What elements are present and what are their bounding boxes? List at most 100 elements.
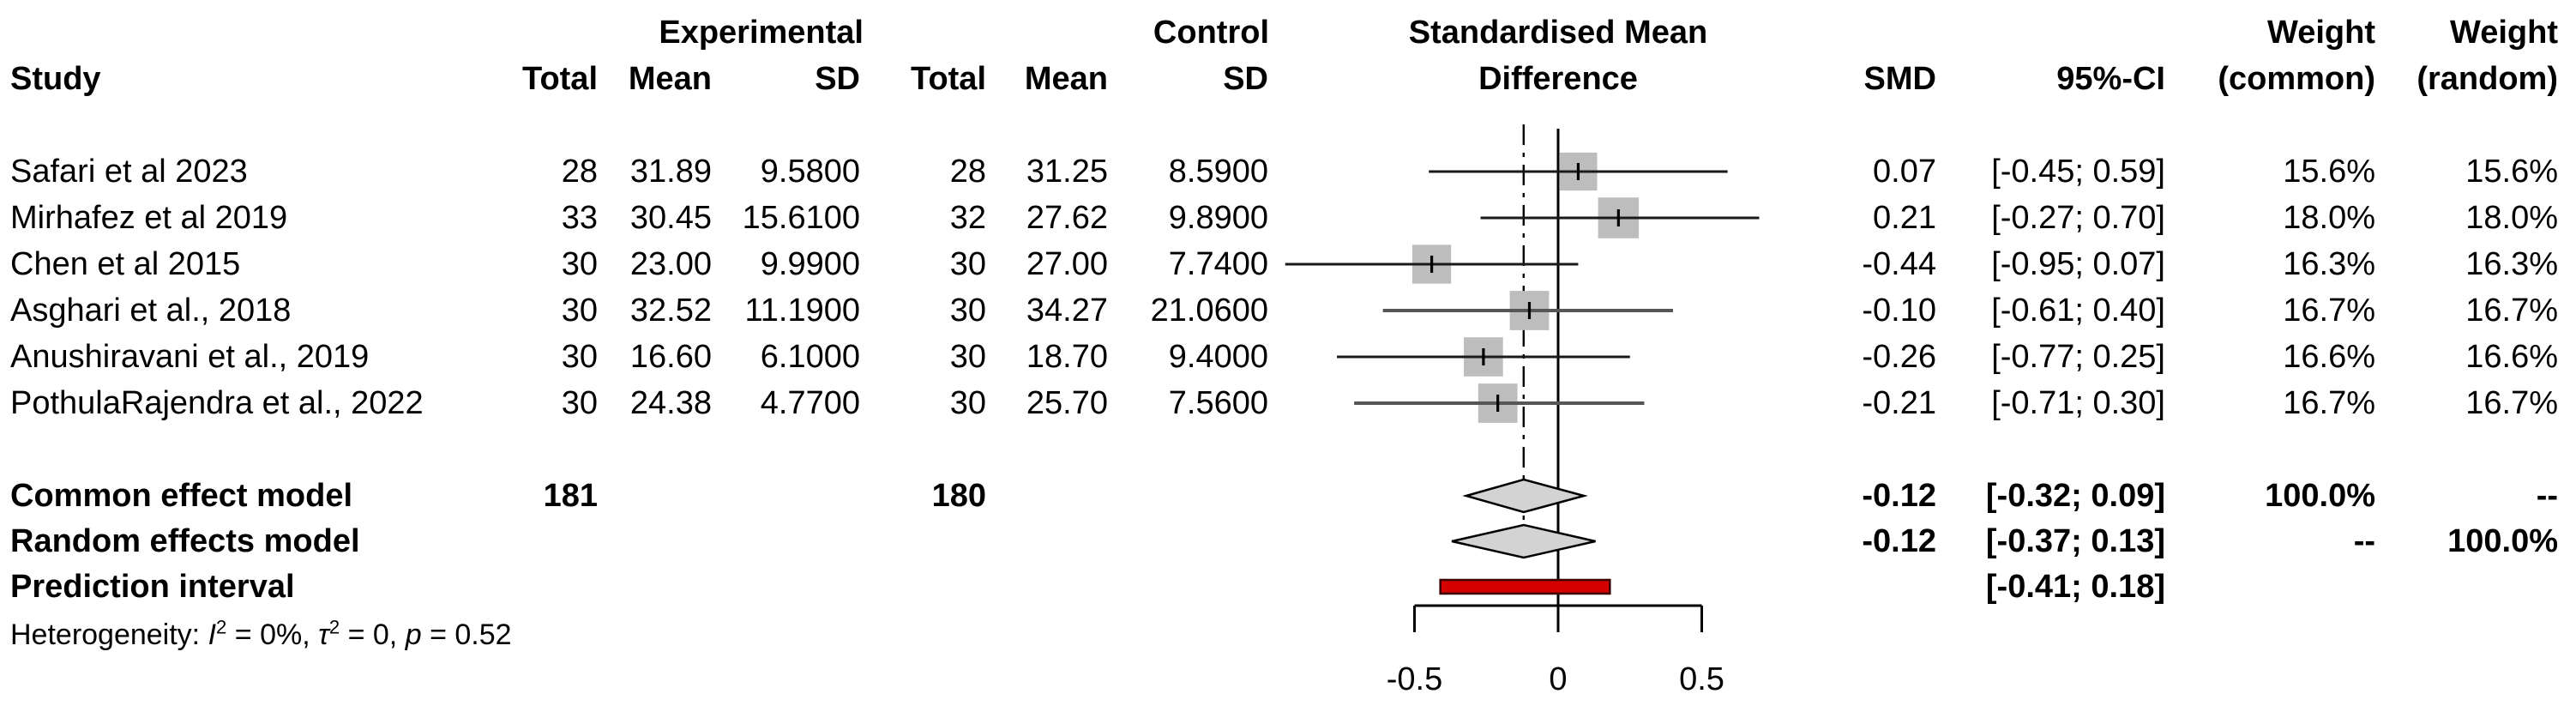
smd-value: -0.44 (1862, 246, 1936, 282)
ctrl-total-value: 30 (949, 246, 986, 282)
weight-common-value: 16.3% (2283, 246, 2375, 282)
header-exp-mean: Mean (628, 61, 712, 97)
ctrl-total-value: 32 (949, 200, 986, 236)
exp-total-value: 30 (561, 385, 598, 421)
weight-common-value: 16.7% (2283, 293, 2375, 329)
smd-value: -0.26 (1862, 339, 1936, 375)
weight-random-value: 16.7% (2465, 385, 2558, 421)
exp-mean-value: 23.00 (629, 246, 712, 282)
ctrl-mean-value: 34.27 (1026, 293, 1108, 329)
exp-mean-value: 32.52 (629, 293, 712, 329)
study-name: Anushiravani et al., 2019 (10, 339, 370, 375)
axis-tick-label: 0 (1549, 661, 1568, 697)
header-ci-col: 95%-CI (2056, 61, 2165, 97)
i-squared-exponent: 2 (216, 616, 227, 638)
exp-mean-value: 16.60 (629, 339, 712, 375)
ctrl-sd-value: 7.5600 (1168, 385, 1268, 421)
ci-value: [-0.71; 0.30] (1991, 385, 2165, 421)
ctrl-total-value: 30 (949, 339, 986, 375)
summary-ci-value: [-0.41; 0.18] (1985, 569, 2165, 605)
ci-value: [-0.95; 0.07] (1991, 246, 2165, 282)
smd-value: -0.21 (1862, 385, 1936, 421)
weight-random-value: 16.6% (2465, 339, 2558, 375)
exp-sd-value: 6.1000 (760, 339, 860, 375)
heterogeneity-seg1: = 0%, (226, 618, 319, 651)
ctrl-total-value: 30 (949, 385, 986, 421)
weight-common-value: 18.0% (2283, 200, 2375, 236)
study-name: Mirhafez et al 2019 (10, 200, 288, 236)
exp-total-value: 30 (561, 339, 598, 375)
weight-random-value: 16.3% (2465, 246, 2558, 282)
exp-total-value: 33 (561, 200, 598, 236)
smd-value: -0.10 (1862, 293, 1936, 329)
summary-weight-random: 100.0% (2447, 523, 2558, 559)
smd-value: 0.07 (1873, 154, 1936, 190)
study-name: PothulaRajendra et al., 2022 (10, 385, 424, 421)
ctrl-sd-value: 21.0600 (1150, 293, 1268, 329)
weight-common-value: 15.6% (2283, 154, 2375, 190)
summary-label: Prediction interval (10, 569, 295, 605)
exp-total-value: 30 (561, 246, 598, 282)
heterogeneity-seg3: = 0.52 (421, 618, 512, 651)
summary-ci-value: [-0.32; 0.09] (1985, 478, 2165, 514)
weight-random-value: 16.7% (2465, 293, 2558, 329)
summary-smd-value: -0.12 (1862, 523, 1936, 559)
prediction-interval-bar (1439, 578, 1611, 595)
exp-sd-value: 9.9900 (760, 246, 860, 282)
tau-squared-exponent: 2 (328, 616, 340, 638)
heterogeneity-note: Heterogeneity: I2 = 0%, τ2 = 0, p = 0.52 (10, 612, 512, 658)
exp-mean-value: 31.89 (629, 154, 712, 190)
summary-label: Common effect model (10, 478, 353, 514)
header-ctrl-mean: Mean (1024, 61, 1108, 97)
ctrl-sd-value: 9.4000 (1168, 339, 1268, 375)
p-symbol: p (405, 618, 422, 651)
summary-smd-value: -0.12 (1862, 478, 1936, 514)
header-ctrl-sd: SD (1223, 61, 1268, 97)
header-weight-random-col: (random) (2417, 61, 2558, 97)
ctrl-sd-value: 9.8900 (1168, 200, 1268, 236)
axis-tick-label: 0.5 (1679, 661, 1724, 697)
exp-sd-value: 4.7700 (760, 385, 860, 421)
ctrl-mean-value: 27.62 (1026, 200, 1108, 236)
ctrl-mean-value: 18.70 (1026, 339, 1108, 375)
ci-value: [-0.61; 0.40] (1991, 293, 2165, 329)
summary-ci-value: [-0.37; 0.13] (1985, 523, 2165, 559)
ctrl-mean-value: 27.00 (1026, 246, 1108, 282)
weight-common-value: 16.6% (2283, 339, 2375, 375)
ctrl-mean-value: 25.70 (1026, 385, 1108, 421)
study-name: Chen et al 2015 (10, 246, 241, 282)
exp-sd-value: 9.5800 (760, 154, 860, 190)
ci-value: [-0.45; 0.59] (1991, 154, 2165, 190)
header-exp-sd: SD (815, 61, 860, 97)
heterogeneity-seg2: = 0, (340, 618, 406, 651)
study-name: Safari et al 2023 (10, 154, 248, 190)
ctrl-sd-value: 7.7400 (1168, 246, 1268, 282)
exp-total-value: 28 (561, 154, 598, 190)
header-weight-common-title: Weight (2267, 15, 2375, 51)
summary-label: Random effects model (10, 523, 360, 559)
header-weight-common-col: (common) (2218, 61, 2375, 97)
header-smd-title-line2: Difference (1478, 61, 1638, 97)
header-exp-total: Total (522, 61, 598, 97)
ctrl-mean-value: 31.25 (1026, 154, 1108, 190)
ctrl-total-value: 30 (949, 293, 986, 329)
exp-sd-value: 15.6100 (742, 200, 860, 236)
heterogeneity-prefix: Heterogeneity: (10, 618, 208, 651)
exp-mean-value: 30.45 (629, 200, 712, 236)
ctrl-sd-value: 8.5900 (1168, 154, 1268, 190)
weight-random-value: 15.6% (2465, 154, 2558, 190)
exp-total-value: 30 (561, 293, 598, 329)
ci-value: [-0.27; 0.70] (1991, 200, 2165, 236)
summary-weight-common: -- (2353, 523, 2375, 559)
header-experimental-group: Experimental (659, 15, 864, 51)
weight-random-value: 18.0% (2465, 200, 2558, 236)
common-effect-diamond (1462, 478, 1588, 514)
header-smd-title-line1: Standardised Mean (1408, 15, 1708, 51)
exp-mean-value: 24.38 (629, 385, 712, 421)
weight-common-value: 16.7% (2283, 385, 2375, 421)
axis-tick-label: -0.5 (1386, 661, 1443, 697)
summary-ctrl-total: 180 (931, 478, 986, 514)
header-study: Study (10, 61, 101, 97)
